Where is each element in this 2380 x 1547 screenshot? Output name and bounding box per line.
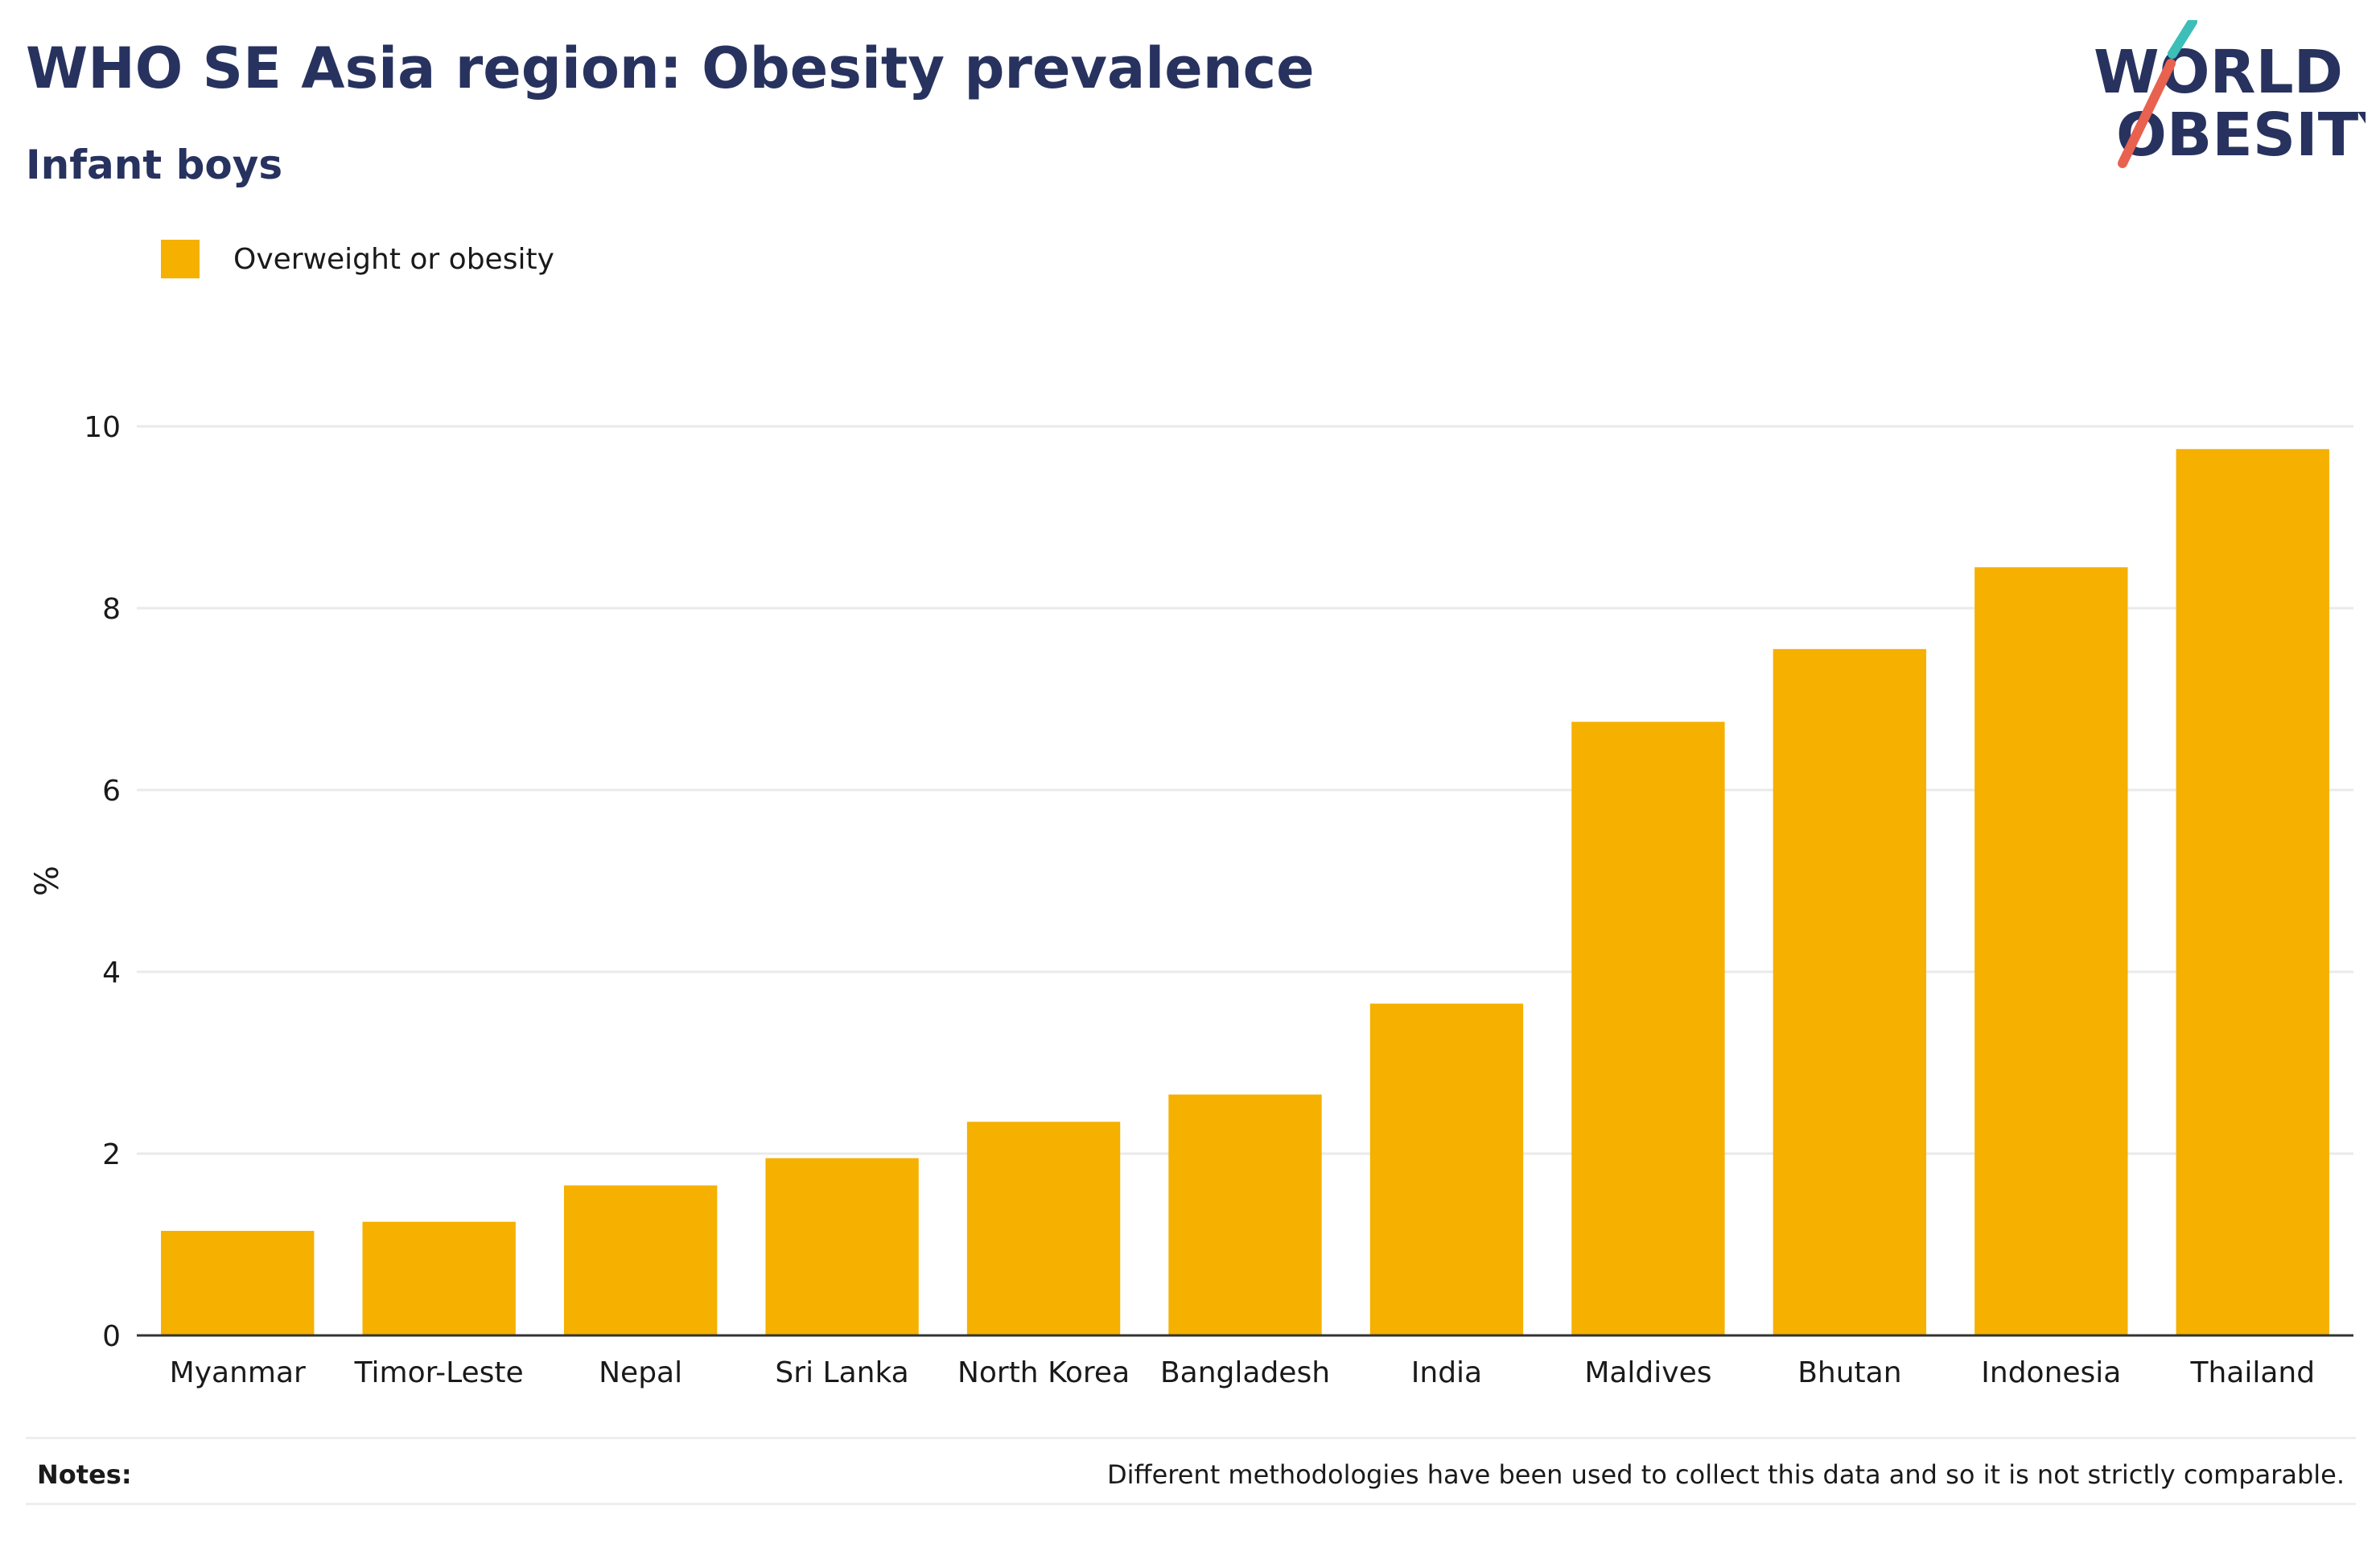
bar-india[interactable]: [1369, 1003, 1524, 1335]
y-tick-label: 4: [102, 957, 121, 990]
x-tick-label: Sri Lanka: [775, 1356, 908, 1389]
x-tick-label: Myanmar: [170, 1356, 306, 1389]
x-axis-ticks: Myanmar Timor-Leste Nepal Sri Lanka North Ko…: [170, 1356, 2315, 1389]
y-axis-ticks: 0 2 4 6 8 10: [84, 411, 121, 1353]
bar-timor-leste[interactable]: [362, 1221, 516, 1335]
logo-red-slash: [2118, 59, 2176, 168]
bar-sri-lanka[interactable]: [765, 1158, 919, 1335]
bar-thailand[interactable]: [2176, 449, 2329, 1335]
notes-text: Different methodologies have been used t…: [1107, 1459, 2345, 1490]
bars: [161, 449, 2329, 1335]
logo-line-1: WORLD: [2094, 38, 2343, 107]
x-tick-label: Bangladesh: [1160, 1356, 1330, 1389]
x-tick-label: North Korea: [957, 1356, 1130, 1389]
logo-teal-slash: [2168, 20, 2197, 59]
bar-maldives[interactable]: [1571, 722, 1725, 1335]
bar-north-korea[interactable]: [966, 1121, 1121, 1335]
x-tick-label: Nepal: [599, 1356, 682, 1389]
bar-bhutan[interactable]: [1773, 648, 1927, 1335]
x-tick-label: Indonesia: [1981, 1356, 2121, 1389]
legend-swatch: [161, 240, 200, 278]
legend-label: Overweight or obesity: [233, 242, 554, 276]
x-tick-label: India: [1411, 1356, 1482, 1389]
bar-myanmar[interactable]: [161, 1231, 315, 1335]
world-obesity-logo: WORLD OBESITY: [2094, 20, 2366, 170]
y-tick-label: 8: [102, 593, 121, 626]
y-tick-label: 2: [102, 1138, 121, 1171]
notes-label: Notes:: [37, 1459, 132, 1490]
chart-subtitle: Infant boys: [26, 142, 283, 188]
y-tick-label: 6: [102, 775, 121, 808]
y-axis-label: %: [29, 866, 66, 896]
bar-nepal[interactable]: [563, 1185, 718, 1335]
x-tick-label: Thailand: [2189, 1356, 2315, 1389]
logo-line-2: OBESITY: [2116, 101, 2366, 170]
x-tick-label: Timor-Leste: [354, 1356, 524, 1389]
bar-bangladesh[interactable]: [1168, 1094, 1322, 1335]
y-tick-label: 10: [84, 411, 121, 444]
bar-indonesia[interactable]: [1974, 567, 2128, 1335]
chart-legend[interactable]: Overweight or obesity: [161, 240, 554, 278]
notes-bottom-divider: [26, 1503, 2356, 1505]
x-tick-label: Bhutan: [1797, 1356, 1901, 1389]
notes-top-divider: [26, 1437, 2356, 1439]
chart-title: WHO SE Asia region: Obesity prevalence: [26, 35, 1315, 101]
x-tick-label: Maldives: [1584, 1356, 1711, 1389]
y-tick-label: 0: [102, 1320, 121, 1353]
